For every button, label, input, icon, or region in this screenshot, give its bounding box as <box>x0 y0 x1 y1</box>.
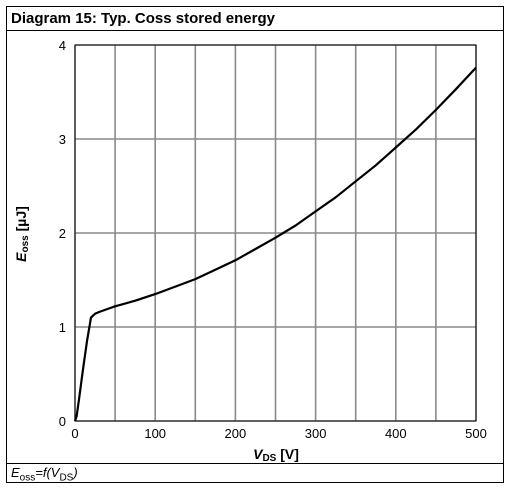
chart-title: Diagram 15: Typ. Coss stored energy <box>11 10 275 27</box>
grid-layer <box>74 44 477 422</box>
y-axis-label-unit: [µJ] <box>13 206 29 235</box>
y-tick-label: 1 <box>59 320 66 335</box>
y-tick-label: 3 <box>59 132 66 147</box>
plot-border <box>74 44 477 422</box>
caption-end: ) <box>73 465 78 480</box>
x-axis-label: VDS [V] <box>253 446 299 464</box>
title-bar: Diagram 15: Typ. Coss stored energy <box>7 7 503 31</box>
y-axis-label-sub: oss <box>20 235 31 253</box>
x-axis-label-unit: [V] <box>276 446 299 462</box>
x-tick-label: 200 <box>225 426 247 441</box>
caption-ds: DS <box>59 472 74 484</box>
x-tick-label: 0 <box>71 426 78 441</box>
y-axis-label: Eoss [µJ] <box>13 206 31 262</box>
y-tick-label: 2 <box>59 226 66 241</box>
caption-bar: Eoss=f(VDS) <box>7 463 503 484</box>
caption-mid: =f(V <box>35 465 60 480</box>
y-axis-label-e: E <box>13 252 29 262</box>
x-tick-label: 500 <box>465 426 487 441</box>
x-tick-label: 400 <box>385 426 407 441</box>
x-axis-label-sub: DS <box>262 453 276 464</box>
x-tick-label: 100 <box>144 426 166 441</box>
series-line <box>73 66 477 422</box>
x-axis-label-v: V <box>253 446 264 462</box>
chart-caption: Eoss=f(VDS) <box>11 465 78 484</box>
tick-labels: 0 100 200 300 400 500 0 1 2 3 4 <box>59 38 487 441</box>
y-tick-label: 4 <box>59 38 66 53</box>
y-tick-label: 0 <box>59 414 66 429</box>
caption-e: E <box>11 465 20 480</box>
chart-frame: Diagram 15: Typ. Coss stored energy Eoss… <box>6 6 504 484</box>
x-tick-label: 300 <box>305 426 327 441</box>
series-layer <box>73 66 477 422</box>
caption-oss: oss <box>19 472 36 484</box>
